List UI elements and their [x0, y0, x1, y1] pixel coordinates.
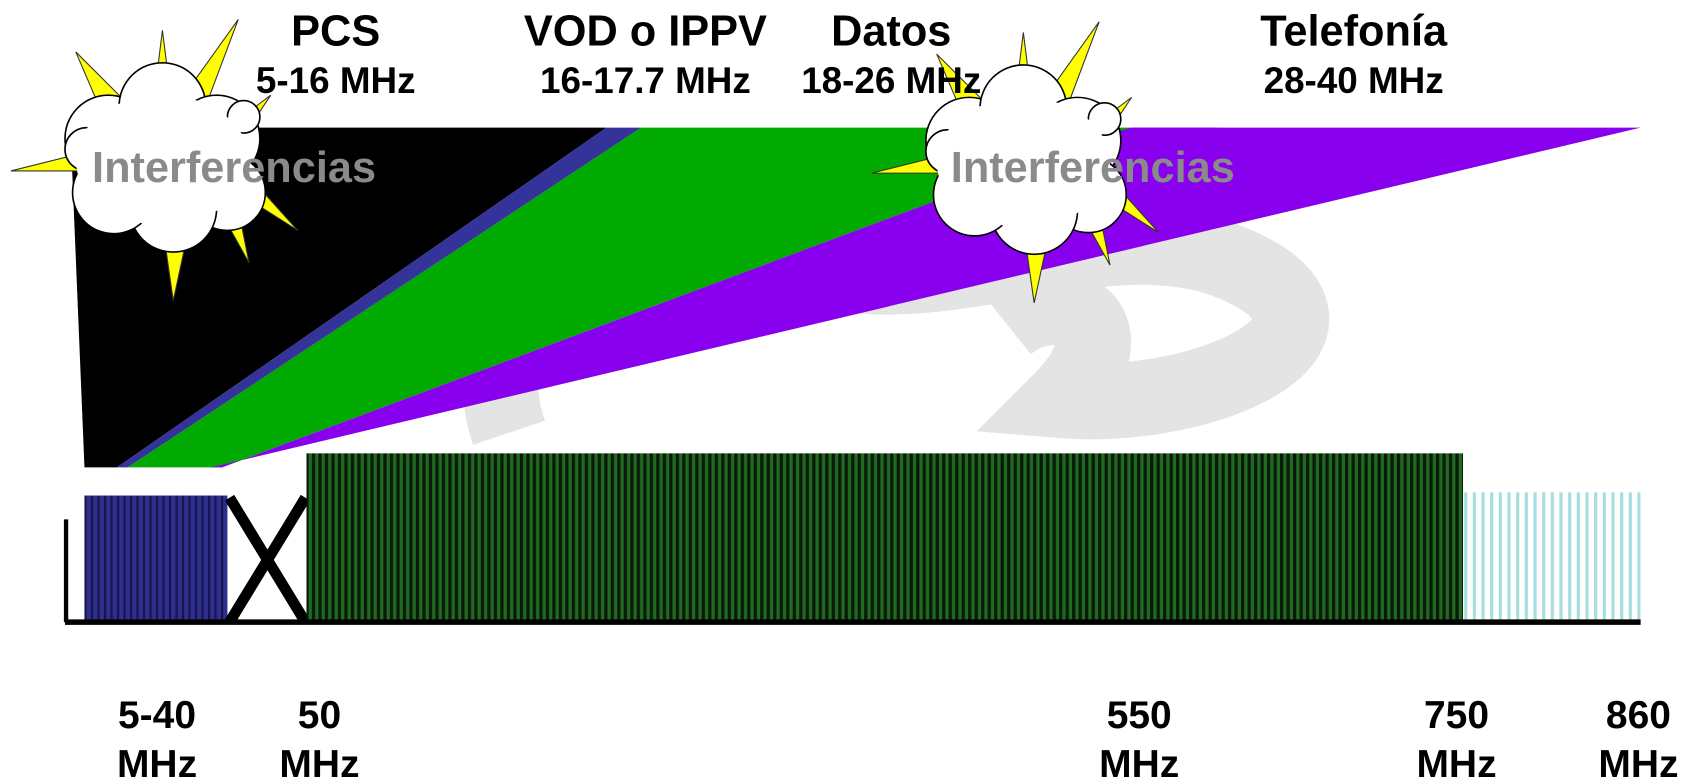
- extended-band: [1464, 492, 1641, 623]
- vod-band: [116, 127, 642, 468]
- service-range: 18-26 MHz: [801, 60, 981, 101]
- service-range: 28-40 MHz: [1264, 60, 1444, 101]
- service-name: PCS: [291, 7, 380, 55]
- frequency-label: 750: [1424, 694, 1489, 737]
- telephony-band: [211, 127, 1641, 468]
- guard-band: [224, 494, 311, 625]
- service-name: VOD o IPPV: [524, 7, 767, 55]
- service-name: Telefonía: [1260, 7, 1448, 55]
- frequency-label: 860: [1606, 694, 1671, 737]
- frequency-label: MHz: [1598, 743, 1678, 779]
- frequency-label: 5-40: [118, 694, 196, 737]
- service-range: 16-17.7 MHz: [540, 60, 751, 101]
- service-range: 5-16 MHz: [256, 60, 416, 101]
- data-band: [127, 127, 1132, 468]
- frequency-label: 50: [298, 694, 341, 737]
- frequency-label: MHz: [1099, 743, 1179, 779]
- frequency-label: MHz: [117, 743, 197, 779]
- frequency-label: MHz: [279, 743, 359, 779]
- frequency-label: 550: [1107, 694, 1172, 737]
- interference-label: Interferencias: [951, 144, 1235, 192]
- frequency-label: MHz: [1416, 743, 1496, 779]
- service-name: Datos: [831, 7, 951, 55]
- return-band: [84, 495, 228, 623]
- forward-band: [306, 453, 1464, 623]
- interference-label: Interferencias: [92, 144, 376, 192]
- frequency-labels: 5-40 MHz 50 MHz 550 MHz 750 MHz 860 MHz: [117, 694, 1679, 779]
